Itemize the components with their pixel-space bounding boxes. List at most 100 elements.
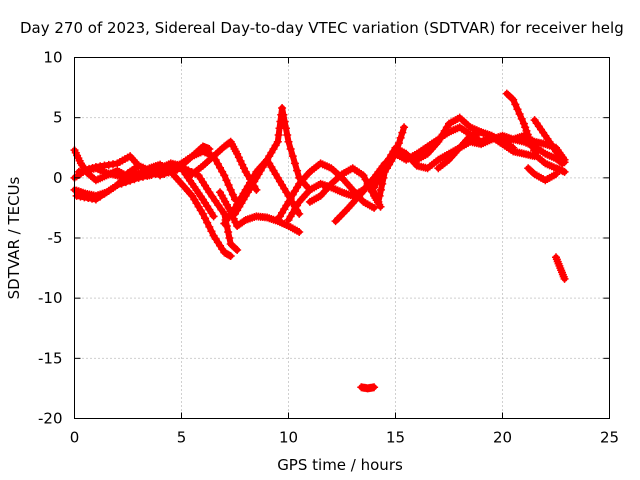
data-point-marker	[552, 170, 560, 179]
series-arc-8	[220, 104, 314, 228]
data-point-marker	[222, 176, 231, 185]
data-point-marker	[160, 169, 169, 178]
data-point-marker	[208, 192, 217, 201]
data-point-marker	[236, 156, 245, 165]
data-point-marker	[239, 164, 248, 173]
series-line	[531, 117, 568, 166]
data-point-marker	[370, 203, 379, 212]
data-point-marker	[278, 104, 287, 113]
data-point-marker	[138, 172, 147, 181]
data-point-marker	[374, 174, 383, 183]
data-point-marker	[217, 205, 226, 214]
data-point-marker	[228, 190, 237, 199]
series-arc-22	[357, 383, 379, 393]
data-point-marker	[88, 163, 97, 172]
data-point-marker	[523, 130, 532, 139]
data-point-marker	[134, 173, 143, 182]
y-tick-label: 0	[53, 169, 63, 187]
data-point-marker	[151, 169, 160, 178]
data-point-marker	[225, 234, 234, 242]
data-point-marker	[226, 185, 235, 194]
data-point-marker	[283, 130, 292, 139]
data-point-marker	[126, 176, 135, 185]
grid-lines	[74, 57, 610, 419]
x-tick-label: 10	[279, 429, 298, 447]
data-point-marker	[134, 161, 143, 170]
data-point-marker	[400, 123, 409, 132]
data-point-marker	[370, 383, 379, 392]
data-point-marker	[519, 119, 528, 128]
data-point-marker	[370, 183, 379, 192]
data-point-marker	[113, 181, 122, 190]
x-tick-label: 0	[70, 429, 80, 447]
data-point-marker	[100, 189, 109, 198]
series-arc-20	[530, 116, 569, 167]
x-axis-label: GPS time / hours	[277, 456, 403, 474]
data-point-marker	[394, 139, 403, 148]
data-point-marker	[374, 197, 383, 206]
data-point-marker	[231, 244, 240, 253]
data-point-marker	[560, 167, 569, 176]
data-point-marker	[396, 133, 405, 142]
x-tick-label: 5	[177, 429, 187, 447]
data-point-marker	[211, 196, 220, 205]
data-point-marker	[224, 227, 233, 236]
data-point-marker	[173, 165, 182, 174]
data-point-marker	[201, 214, 210, 223]
data-point-marker	[205, 188, 214, 197]
data-point-marker	[234, 153, 243, 162]
data-point-marker	[214, 201, 223, 210]
data-point-marker	[74, 167, 83, 176]
data-point-marker	[209, 212, 218, 221]
series-arc-19	[524, 164, 560, 185]
data-point-marker	[509, 143, 518, 152]
data-point-marker	[138, 163, 147, 172]
series-arc-13	[331, 123, 409, 226]
series-arc-5	[74, 152, 218, 221]
data-point-marker	[279, 110, 288, 119]
data-point-marker	[85, 164, 94, 173]
data-point-marker	[293, 166, 302, 175]
series-arc-21	[552, 253, 569, 283]
data-point-marker	[117, 179, 126, 188]
chart-title: Day 270 of 2023, Sidereal Day-to-day VTE…	[20, 19, 624, 37]
data-point-marker	[398, 128, 407, 137]
data-point-marker	[284, 137, 293, 146]
data-point-marker	[147, 167, 156, 176]
data-point-marker	[252, 185, 261, 194]
data-point-marker	[295, 227, 304, 236]
data-point-marker	[378, 166, 387, 175]
data-point-marker	[281, 124, 290, 133]
data-point-marker	[560, 274, 569, 283]
data-point-marker	[78, 166, 87, 175]
y-tick-label: 5	[53, 109, 63, 127]
data-point-marker	[288, 152, 297, 161]
data-point-marker	[273, 137, 282, 146]
data-point-marker	[233, 149, 242, 158]
series-arc-18	[502, 89, 569, 176]
data-point-marker	[207, 227, 216, 236]
data-point-marker	[517, 114, 526, 123]
data-point-marker	[104, 186, 113, 195]
data-point-marker	[109, 183, 118, 192]
x-tick-label: 15	[386, 429, 405, 447]
y-tick-label: 10	[43, 49, 62, 67]
data-point-marker	[359, 171, 368, 180]
data-point-marker	[525, 134, 534, 143]
data-point-marker	[290, 159, 299, 168]
data-point-marker	[375, 191, 384, 200]
data-point-marker	[376, 202, 385, 211]
data-point-marker	[560, 158, 569, 167]
x-tick-label: 25	[600, 429, 619, 447]
y-tick-label: -20	[38, 410, 63, 428]
data-point-marker	[361, 175, 370, 184]
data-point-marker	[515, 110, 524, 119]
data-point-marker	[164, 168, 173, 177]
data-point-marker	[370, 190, 379, 199]
data-point-marker	[295, 209, 304, 218]
data-point-marker	[156, 171, 165, 180]
data-series	[70, 89, 569, 393]
data-point-marker	[376, 170, 385, 179]
y-axis-label: SDTVAR / TECUs	[5, 176, 23, 299]
